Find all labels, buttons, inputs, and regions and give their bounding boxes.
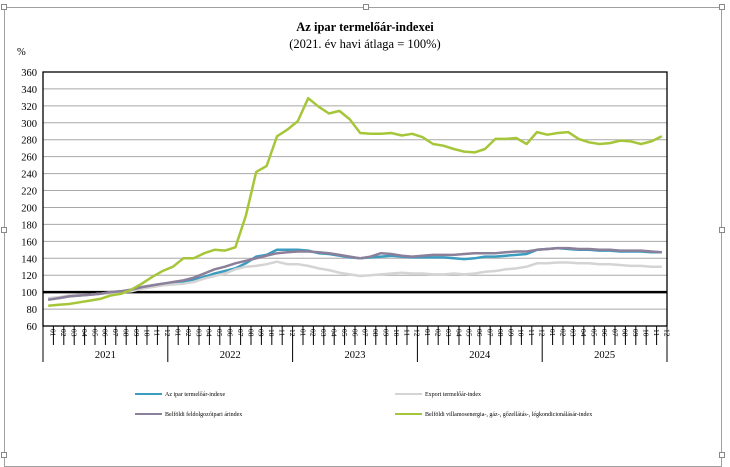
series-line xyxy=(47,246,662,302)
y-tick-label: 160 xyxy=(21,237,37,248)
legend-label: Az ipar termelőár-indexe xyxy=(165,392,226,398)
legend-label: Belföldi feldolgozóipari árindex xyxy=(165,411,242,418)
y-tick-label: 140 xyxy=(21,254,37,265)
y-tick-label: 280 xyxy=(21,136,37,147)
y-tick-label: 300 xyxy=(21,119,37,130)
resize-handle[interactable] xyxy=(719,4,725,10)
year-label: 2022 xyxy=(220,350,241,361)
series-line xyxy=(48,260,662,300)
resize-handle[interactable] xyxy=(719,227,725,233)
y-axis-label: % xyxy=(17,47,26,58)
y-tick-label: 340 xyxy=(21,85,37,96)
y-tick-label: 260 xyxy=(21,153,37,164)
chart-subtitle: (2021. év havi átlaga = 100%) xyxy=(289,37,440,51)
year-label: 2025 xyxy=(594,350,615,361)
y-tick-label: 100 xyxy=(21,288,37,299)
resize-handle[interactable] xyxy=(1,4,7,10)
chart-title: Az ipar termelőár-indexei xyxy=(296,20,434,34)
y-tick-label: 240 xyxy=(21,170,37,181)
y-tick-label: 120 xyxy=(21,271,37,282)
year-label: 2021 xyxy=(95,350,116,361)
year-label: 2024 xyxy=(469,350,491,361)
year-label: 2023 xyxy=(345,350,366,361)
legend-label: Belföldi villamosenergia-, gáz-, gőzellá… xyxy=(425,411,592,418)
resize-handle[interactable] xyxy=(1,227,7,233)
series-line xyxy=(48,96,663,307)
y-tick-label: 320 xyxy=(21,102,37,113)
y-tick-label: 180 xyxy=(21,220,37,231)
y-tick-label: 60 xyxy=(27,322,38,333)
resize-handle[interactable] xyxy=(719,452,725,458)
legend-label: Export termelőár-index xyxy=(425,392,481,398)
y-tick-label: 360 xyxy=(21,68,37,79)
y-tick-label: 80 xyxy=(27,305,38,316)
resize-handle[interactable] xyxy=(1,452,7,458)
y-tick-label: 220 xyxy=(21,187,37,198)
y-tick-label: 200 xyxy=(21,203,37,214)
resize-handle[interactable] xyxy=(363,4,369,10)
